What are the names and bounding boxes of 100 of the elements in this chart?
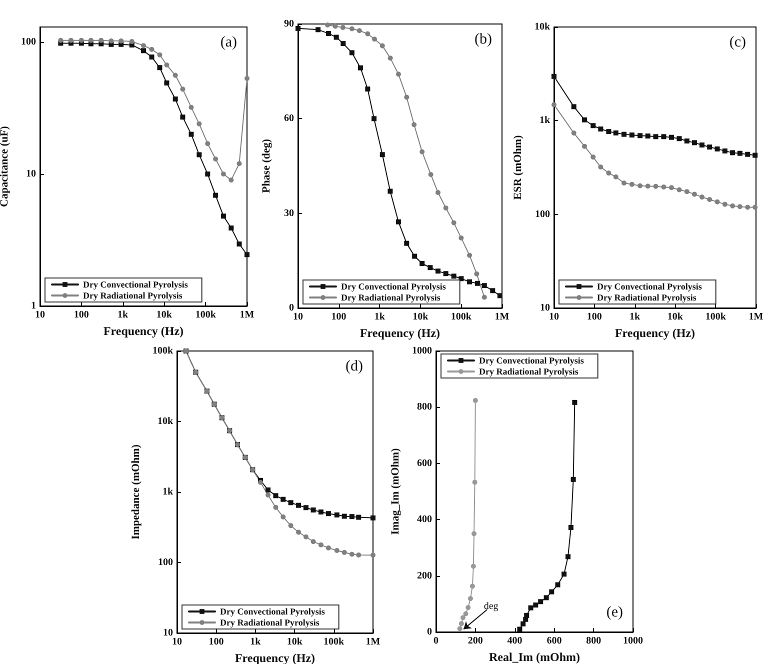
legend-label: Dry Convectional Pyrolysis (83, 280, 188, 290)
x-tick-label: 100k (195, 310, 216, 320)
point (692, 140, 697, 146)
annotation: deg (484, 600, 498, 612)
point (280, 514, 286, 520)
point (722, 202, 728, 207)
annotation: (a) (220, 34, 238, 50)
point (296, 530, 302, 535)
point (517, 626, 522, 632)
point (349, 514, 354, 520)
point (288, 500, 294, 506)
point (613, 174, 618, 180)
point (645, 134, 650, 138)
y-tick-label: 30 (284, 208, 294, 219)
x-tick-label: 10 (293, 312, 303, 322)
point (457, 626, 462, 632)
point (714, 199, 720, 204)
point (296, 502, 302, 508)
point (470, 584, 475, 589)
point (645, 184, 650, 189)
point (582, 144, 588, 149)
point (303, 505, 308, 510)
y-tick-label: 0 (289, 302, 294, 314)
point (699, 194, 704, 200)
legend-label: Dry Convectional Pyrolysis (479, 356, 584, 366)
point (582, 117, 588, 122)
x-tick-label: 600 (546, 636, 562, 646)
x-tick-label: 1k (374, 312, 386, 322)
y-axis-title: Impedance (mOhm) (130, 444, 142, 540)
point (669, 134, 674, 140)
point (303, 534, 308, 540)
y-tick-label: 1k (539, 115, 550, 126)
point (524, 612, 530, 618)
y-tick-label: 800 (417, 402, 432, 413)
point (356, 552, 362, 558)
x-tick-label: 10 (172, 636, 182, 648)
point (266, 487, 271, 492)
point (468, 596, 473, 602)
y-tick-label: 10k (157, 416, 174, 427)
y-tick-label: 400 (417, 514, 432, 526)
x-tick-label: 10k (667, 312, 684, 322)
legend-label: Dry Radiational Pyrolysis (220, 618, 320, 628)
x-tick-label: 1M (366, 636, 381, 648)
point (737, 204, 742, 210)
y-axis-title: Imag_Im (mOhm) (390, 448, 402, 535)
annotation: (d) (346, 358, 364, 374)
x-tick-label: 1k (250, 636, 262, 648)
point (470, 564, 476, 569)
x-tick-label: 1000 (623, 636, 643, 646)
point (544, 595, 549, 600)
legend-label: Dry Convectional Pyrolysis (597, 282, 702, 292)
point (349, 552, 354, 557)
legend-label: Dry Convectional Pyrolysis (220, 606, 326, 616)
x-tick-label: 1k (118, 310, 129, 320)
y-tick-label: 10 (163, 628, 173, 638)
point (562, 572, 567, 577)
point (707, 197, 712, 202)
y-tick-label: 200 (417, 570, 432, 582)
point (752, 204, 758, 210)
point (356, 514, 362, 520)
point (638, 133, 643, 138)
point (598, 164, 604, 170)
x-tick-label: 1M (494, 312, 510, 322)
x-tick-label: 100 (74, 310, 89, 320)
legend-label: Dry Radiational Pyrolysis (597, 292, 697, 302)
legend-label: Dry Radiational Pyrolysis (479, 366, 579, 376)
point (334, 548, 340, 553)
x-tick-label: 100k (324, 636, 345, 648)
point (342, 550, 347, 555)
point (334, 512, 340, 518)
point (273, 504, 278, 510)
x-axis-title: Frequency (Hz) (614, 326, 696, 340)
point (538, 599, 544, 604)
point (707, 144, 712, 150)
y-axis-title: ESR (mOhm) (512, 134, 524, 200)
point (669, 185, 674, 190)
point (745, 152, 750, 157)
point (458, 621, 464, 626)
y-tick-label: 100k (152, 346, 174, 356)
y-tick-label: 100 (535, 208, 550, 220)
x-tick-label: 100 (331, 312, 346, 322)
y-tick-label: 1 (31, 300, 36, 312)
point (590, 154, 596, 160)
point (730, 203, 736, 208)
y-tick-label: 10 (540, 302, 550, 314)
x-tick-label: 100k (705, 312, 726, 322)
point (310, 539, 316, 544)
y-tick-label: 1k (162, 486, 174, 498)
point (520, 621, 526, 626)
point (629, 182, 634, 187)
point (463, 611, 468, 616)
point (752, 152, 758, 158)
point (621, 180, 626, 186)
point (714, 146, 720, 152)
point (598, 126, 604, 132)
point (326, 511, 331, 516)
point (661, 184, 666, 190)
point (326, 545, 331, 550)
point (621, 132, 626, 137)
point (472, 398, 478, 403)
